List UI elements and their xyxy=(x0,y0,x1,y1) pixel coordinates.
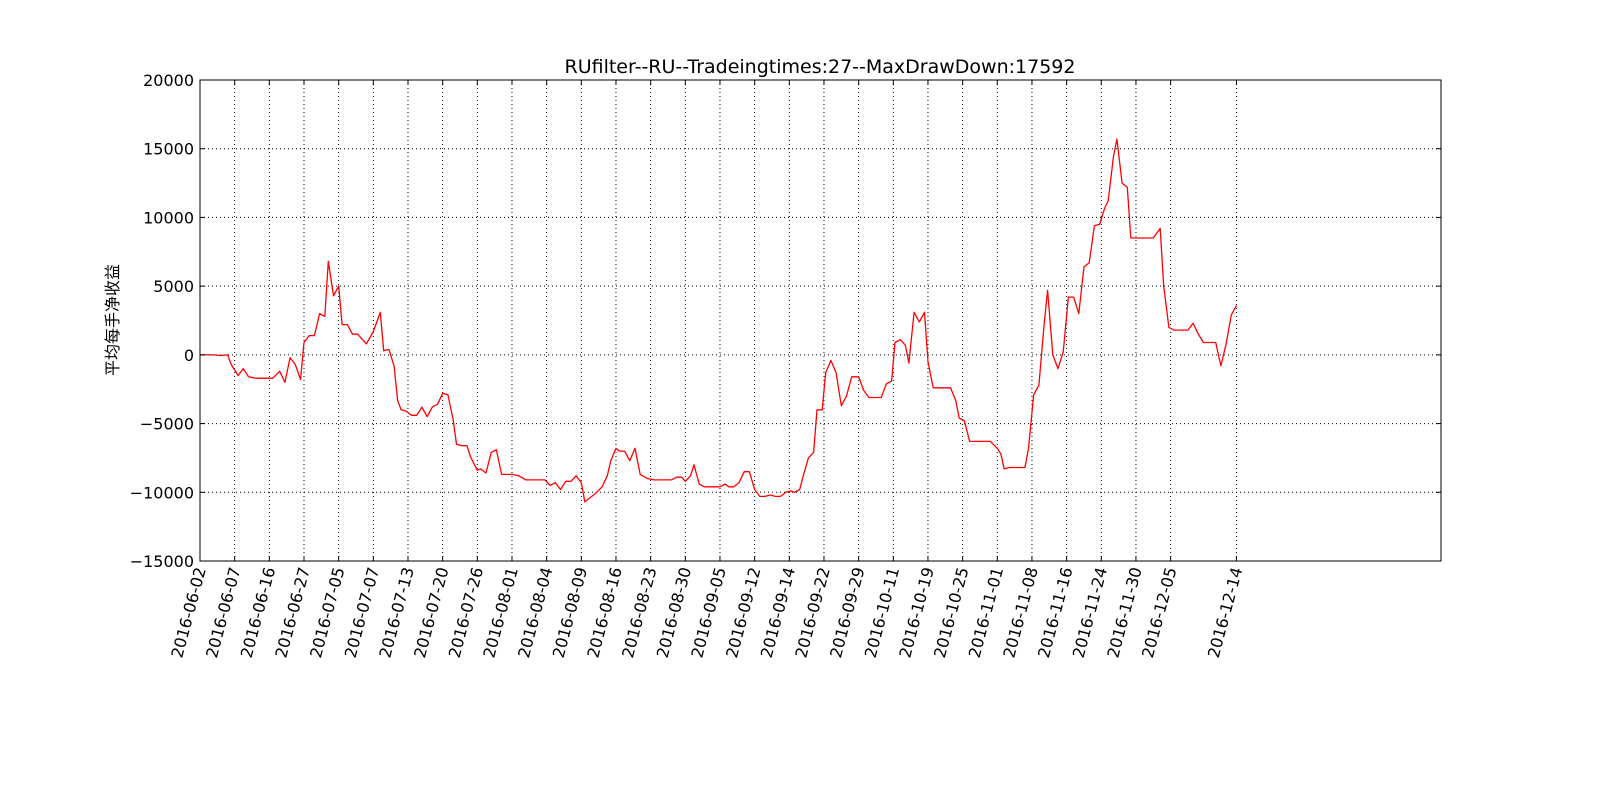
plot-frame xyxy=(199,79,1442,562)
y-tick-label: −10000 xyxy=(130,483,194,502)
chart-title: RUfilter--RU--Tradeingtimes:27--MaxDrawD… xyxy=(565,56,1076,78)
y-axis: −15000 −10000 −5000 0 5000 10000 15000 20000 xyxy=(130,71,1441,571)
series-line xyxy=(200,138,1238,503)
y-tick-label: 10000 xyxy=(143,208,194,227)
y-tick-label: 0 xyxy=(184,346,194,365)
grid xyxy=(200,80,1441,561)
y-tick-label: −5000 xyxy=(140,415,194,434)
y-tick-label: 15000 xyxy=(143,140,194,159)
y-axis-label: 平均每手净收益 xyxy=(103,264,122,376)
y-tick-label: 5000 xyxy=(153,277,194,296)
y-tick-label: −15000 xyxy=(130,552,194,571)
y-tick-label: 20000 xyxy=(143,71,194,90)
series-layer xyxy=(200,138,1238,503)
